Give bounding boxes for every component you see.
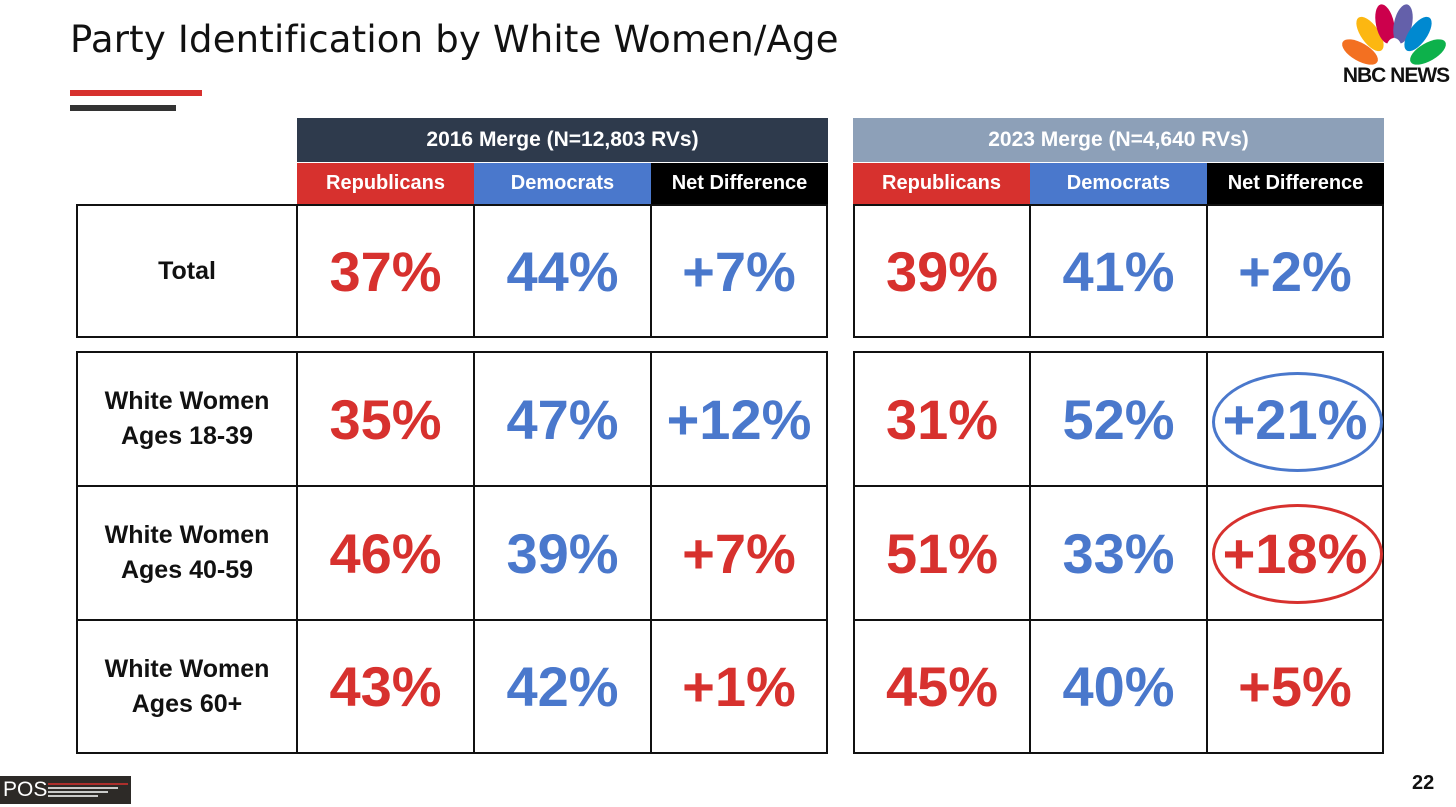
page-number: 22 (1412, 772, 1435, 794)
value-2023-40-59-rep: 51% (885, 521, 999, 585)
value-2023-60-plus-net: +5% (1238, 655, 1352, 718)
pos-logo: POS (0, 776, 131, 804)
col-header-republicans-2016: Republicans (297, 163, 474, 204)
col-header-democrats-2016: Democrats (474, 163, 651, 204)
value-2023-18-39-rep: 31% (885, 387, 999, 451)
value-2016-total-rep: 37% (329, 239, 442, 303)
row-label-18-39: White Women Ages 18-39 (104, 387, 270, 450)
title-accent-dark (70, 105, 176, 111)
col-header-democrats-2023: Democrats (1030, 163, 1207, 204)
nbc-peacock-icon (1342, 4, 1446, 65)
col-header-net-2023: Net Difference (1207, 163, 1384, 204)
value-2016-40-59-dem: 39% (506, 521, 619, 585)
value-2016-18-39-net: +12% (666, 387, 812, 451)
page-title: Party Identification by White Women/Age (70, 18, 839, 61)
value-2016-60-plus-rep: 43% (329, 655, 442, 718)
group-header-2016: 2016 Merge (N=12,803 RVs) (297, 118, 828, 162)
value-2023-40-59-dem: 33% (1062, 521, 1175, 585)
value-2016-40-59-rep: 46% (329, 521, 442, 585)
row-label-total: Total (158, 256, 216, 285)
value-2016-total-net: +7% (682, 239, 796, 303)
age-block-left (76, 351, 828, 754)
title-accent-red (70, 90, 202, 96)
nbc-news-logo-text: NBC NEWS (1342, 64, 1450, 87)
value-2016-60-plus-net: +1% (682, 655, 796, 718)
value-2016-total-dem: 44% (506, 239, 619, 303)
col-header-republicans-2023: Republicans (853, 163, 1030, 204)
row-label-40-59: White Women Ages 40-59 (104, 521, 270, 584)
age-block-right (853, 351, 1384, 754)
value-2023-total-rep: 39% (885, 239, 999, 303)
value-2023-60-plus-dem: 40% (1062, 655, 1175, 718)
total-block-right (853, 204, 1384, 338)
highlight-circle-blue (1212, 372, 1383, 472)
group-header-2023: 2023 Merge (N=4,640 RVs) (853, 118, 1384, 162)
value-2016-18-39-dem: 47% (506, 387, 619, 451)
value-2016-18-39-rep: 35% (329, 387, 442, 451)
row-label-60-plus: White Women Ages 60+ (104, 654, 270, 718)
value-2016-60-plus-dem: 42% (506, 655, 619, 718)
pos-logo-text: POS (3, 778, 48, 801)
value-2023-total-dem: 41% (1062, 239, 1175, 303)
col-header-net-2016: Net Difference (651, 163, 828, 204)
value-2023-60-plus-rep: 45% (885, 655, 999, 718)
value-2023-18-39-dem: 52% (1062, 387, 1175, 451)
value-2016-40-59-net: +7% (682, 521, 796, 585)
highlight-circle-red (1212, 504, 1383, 604)
pos-lines-icon (48, 783, 128, 797)
value-2023-total-net: +2% (1238, 239, 1352, 303)
total-block-left (76, 204, 828, 338)
